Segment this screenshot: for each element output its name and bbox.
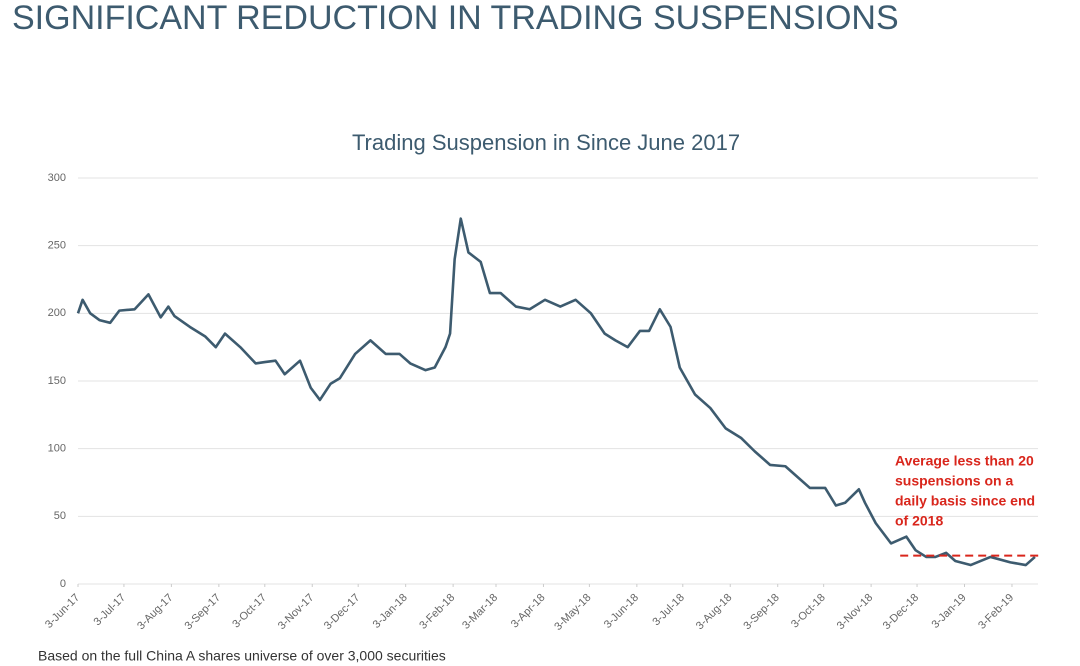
y-tick-label: 100 <box>48 443 66 455</box>
page-title: SIGNIFICANT REDUCTION IN TRADING SUSPENS… <box>12 0 899 37</box>
y-tick-label: 200 <box>48 307 66 319</box>
x-tick-label: 3-Jan-18 <box>371 592 410 631</box>
x-tick-label: 3-Jun-18 <box>602 592 641 631</box>
chart-title: Trading Suspension in Since June 2017 <box>352 130 740 155</box>
y-tick-label: 150 <box>48 375 66 387</box>
x-tick-label: 3-Aug-17 <box>135 592 175 632</box>
x-tick-label: 3-Mar-18 <box>460 592 500 632</box>
y-tick-label: 0 <box>60 578 66 590</box>
data-line <box>76 217 1036 567</box>
footnote: Based on the full China A shares univers… <box>38 648 446 664</box>
x-tick-label: 3-Dec-17 <box>322 592 362 632</box>
x-tick-label: 3-Nov-18 <box>835 592 875 632</box>
x-tick-label: 3-Sep-18 <box>741 592 781 632</box>
x-tick-label: 3-Jun-17 <box>43 592 82 631</box>
y-tick-label: 50 <box>54 510 66 522</box>
x-tick-label: 3-Oct-18 <box>789 592 828 631</box>
annotation-text: daily basis since end <box>895 493 1035 509</box>
x-tick-label: 3-Feb-19 <box>976 592 1016 632</box>
x-tick-label: 3-Feb-18 <box>417 592 457 632</box>
x-tick-label: 3-Apr-18 <box>509 592 548 631</box>
y-tick-label: 300 <box>48 172 66 184</box>
x-tick-label: 3-Jul-18 <box>650 592 687 629</box>
x-tick-label: 3-Dec-18 <box>881 592 921 632</box>
x-tick-label: 3-May-18 <box>552 592 593 633</box>
x-tick-label: 3-Sep-17 <box>183 592 223 632</box>
x-tick-label: 3-Nov-17 <box>276 592 316 632</box>
x-tick-label: 3-Oct-17 <box>230 592 269 631</box>
annotation-text: of 2018 <box>895 513 943 529</box>
annotation-text: suspensions on a <box>895 473 1013 489</box>
x-tick-label: 3-Jan-19 <box>929 592 968 631</box>
x-tick-label: 3-Aug-18 <box>694 592 734 632</box>
x-tick-label: 3-Jul-17 <box>92 592 129 629</box>
annotation-text: Average less than 20 <box>895 453 1034 469</box>
y-tick-label: 250 <box>48 240 66 252</box>
